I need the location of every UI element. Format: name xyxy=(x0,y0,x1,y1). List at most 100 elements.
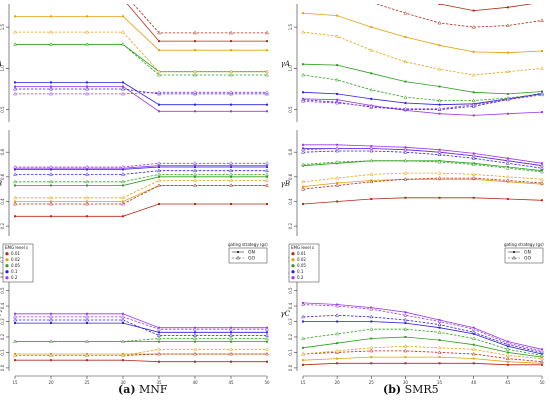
data-point xyxy=(229,72,233,77)
data-point xyxy=(157,69,161,74)
data-point xyxy=(472,357,475,360)
data-point xyxy=(370,97,373,100)
data-point xyxy=(86,168,88,171)
data-point xyxy=(403,317,408,322)
data-point xyxy=(157,183,161,187)
data-point xyxy=(541,50,543,53)
data-point xyxy=(404,80,407,83)
data-point xyxy=(302,320,304,323)
data-point xyxy=(121,195,125,200)
x-tick-label: 15 xyxy=(300,380,306,385)
series-line-gn-0.2 xyxy=(302,302,543,350)
data-point xyxy=(121,91,125,96)
data-point xyxy=(541,1,543,3)
data-point xyxy=(266,360,268,363)
data-point xyxy=(302,202,304,205)
data-point xyxy=(506,345,509,348)
data-point xyxy=(229,351,233,356)
subplot-smr5-1: 0.5 1.0 1.5 γA xyxy=(281,1,544,122)
data-point xyxy=(229,336,233,340)
series-line-gn-0.02 xyxy=(302,356,543,364)
data-point xyxy=(438,148,441,151)
series-line-go-0.05 xyxy=(15,173,267,183)
data-point xyxy=(471,351,476,356)
data-point xyxy=(121,29,125,34)
series-line-go-0.05 xyxy=(302,160,543,173)
data-point xyxy=(437,330,442,334)
data-point xyxy=(302,63,304,66)
data-point xyxy=(336,357,339,360)
data-point xyxy=(85,164,89,169)
data-point xyxy=(265,347,269,351)
data-point xyxy=(229,90,233,94)
data-point xyxy=(404,335,407,338)
data-point xyxy=(437,67,442,71)
data-point xyxy=(229,69,233,74)
data-point xyxy=(437,322,442,326)
data-point xyxy=(301,179,305,184)
data-point xyxy=(157,347,161,351)
legend-label: 0.01 xyxy=(297,251,306,256)
data-point xyxy=(13,42,17,46)
legend-title: gating strategy (gs) xyxy=(504,242,544,247)
legend-swatch xyxy=(5,264,9,268)
data-point xyxy=(336,342,339,345)
data-point xyxy=(50,85,52,88)
series-line-go-0.1 xyxy=(15,88,267,95)
data-point xyxy=(540,92,544,97)
data-point xyxy=(266,49,268,52)
series-line-gn-0.1 xyxy=(303,148,543,167)
data-point xyxy=(14,81,16,84)
data-point xyxy=(505,69,510,74)
series-line-gn-0.1 xyxy=(15,82,267,106)
data-point xyxy=(193,91,197,96)
series-line-go-0.2 xyxy=(302,304,543,352)
y-tick-label: 0.2 xyxy=(288,223,293,230)
legend-label: GN xyxy=(248,250,255,256)
data-point xyxy=(266,331,268,334)
data-point xyxy=(541,363,543,366)
data-point xyxy=(437,159,442,164)
data-point xyxy=(404,102,407,105)
data-point xyxy=(49,195,53,200)
data-point xyxy=(438,44,441,47)
data-point xyxy=(369,345,374,350)
data-point xyxy=(230,360,232,363)
y-tick-label: 0.0 xyxy=(0,364,5,371)
y-tick-label: 0.4 xyxy=(288,302,293,309)
data-point xyxy=(85,195,89,200)
data-point xyxy=(265,91,269,96)
data-point xyxy=(13,195,17,200)
data-point xyxy=(438,4,441,5)
subplot-smr5-3: 0.00.10.20.30.40.50.60.7γC xyxy=(280,255,544,371)
data-point xyxy=(404,362,407,365)
series-line-go-0.02 xyxy=(15,31,267,73)
legend-marker xyxy=(237,251,239,253)
legend-box xyxy=(288,243,320,283)
data-point xyxy=(85,42,89,46)
data-point xyxy=(193,172,197,176)
data-point xyxy=(121,317,125,322)
y-axis-label: γB xyxy=(0,180,2,188)
data-point xyxy=(49,91,53,96)
data-point xyxy=(13,317,17,322)
data-point xyxy=(230,202,232,205)
data-point xyxy=(230,103,232,106)
data-point xyxy=(193,168,197,173)
data-point xyxy=(14,359,16,362)
data-point xyxy=(505,161,510,165)
data-point xyxy=(49,317,53,322)
data-point xyxy=(49,314,53,319)
data-point xyxy=(540,163,544,168)
data-point xyxy=(541,111,543,114)
data-point xyxy=(50,359,52,362)
data-point xyxy=(157,172,161,176)
y-tick-label: 0.0 xyxy=(288,364,293,371)
data-point xyxy=(122,81,124,84)
data-point xyxy=(157,90,161,94)
legend-marker xyxy=(512,255,516,260)
series-line-go-0.02 xyxy=(15,180,267,199)
data-point xyxy=(335,313,340,317)
data-point xyxy=(194,49,196,52)
data-point xyxy=(13,201,17,206)
